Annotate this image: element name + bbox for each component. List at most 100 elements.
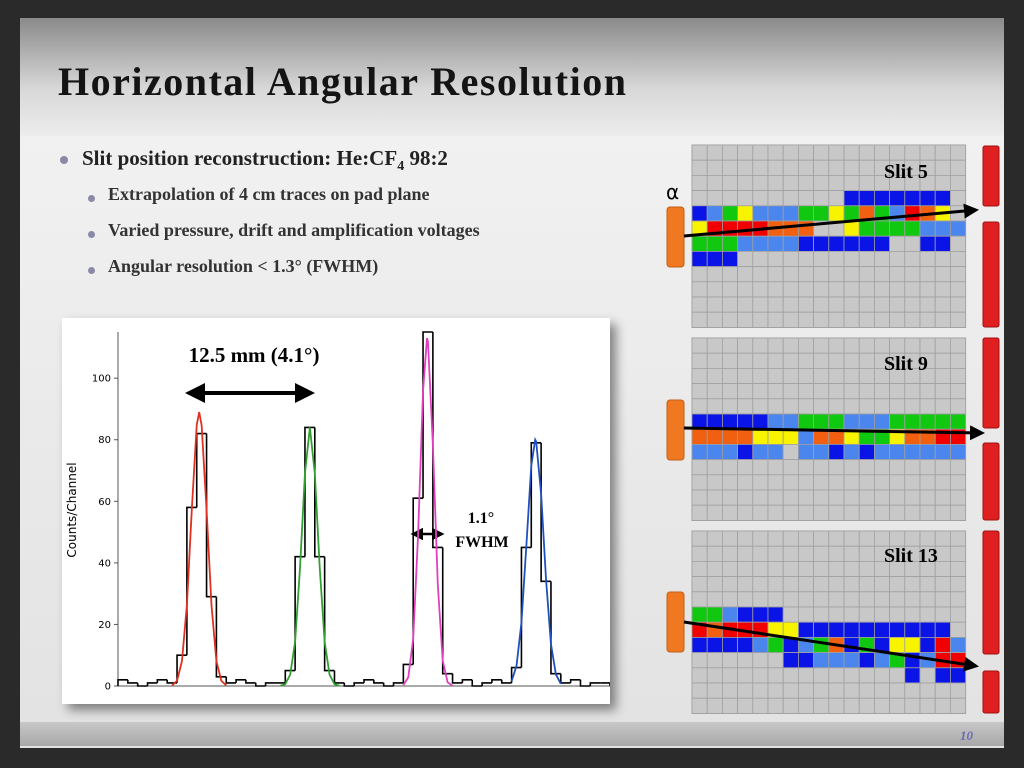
pad <box>813 667 830 684</box>
pad <box>934 367 951 384</box>
pad <box>752 250 769 267</box>
pad <box>874 652 891 669</box>
pad <box>798 561 815 578</box>
pad <box>904 576 921 593</box>
pad <box>691 504 708 521</box>
pad <box>737 576 754 593</box>
pad <box>843 159 860 176</box>
pad <box>691 250 708 267</box>
pad <box>798 205 815 222</box>
pad <box>752 266 769 283</box>
pad <box>706 591 723 608</box>
pad <box>752 667 769 684</box>
pad <box>752 591 769 608</box>
pad <box>950 606 967 623</box>
pad <box>767 413 784 430</box>
pad <box>767 682 784 699</box>
pad <box>737 459 754 476</box>
pad <box>828 337 845 354</box>
pad <box>874 220 891 237</box>
pad <box>706 576 723 593</box>
pad <box>798 296 815 313</box>
pad <box>722 296 739 313</box>
pad <box>934 474 951 491</box>
pad <box>767 530 784 547</box>
chart: 12.5 mm (4.1°) 1.1° FWHM Counts/Channel … <box>62 318 610 704</box>
pad <box>722 281 739 298</box>
pad <box>813 413 830 430</box>
pad <box>843 443 860 460</box>
pad <box>813 489 830 506</box>
pad <box>813 190 830 207</box>
pad <box>752 443 769 460</box>
pad <box>691 398 708 415</box>
histogram-bin <box>500 679 512 684</box>
pad <box>813 311 830 328</box>
pad <box>722 637 739 654</box>
histogram-bin <box>363 679 374 683</box>
pad <box>813 281 830 298</box>
histogram-bin <box>353 682 364 686</box>
pad <box>858 281 875 298</box>
pad <box>737 443 754 460</box>
pad <box>737 504 754 521</box>
pad <box>782 235 799 252</box>
pad <box>691 576 708 593</box>
pad <box>691 561 708 578</box>
pad <box>737 489 754 506</box>
pad <box>950 296 967 313</box>
title: Horizontal Angular Resolution <box>58 59 628 104</box>
pad <box>706 443 723 460</box>
histogram-bin <box>156 679 168 683</box>
pad <box>706 474 723 491</box>
pad <box>950 235 967 252</box>
pad <box>858 352 875 369</box>
pad <box>737 591 754 608</box>
pad <box>752 398 769 415</box>
pad <box>722 398 739 415</box>
pad <box>722 311 739 328</box>
pad <box>889 504 906 521</box>
pad <box>722 474 739 491</box>
pad <box>919 311 936 328</box>
pad <box>858 606 875 623</box>
pad <box>798 174 815 191</box>
pad <box>843 311 860 328</box>
pad <box>813 398 830 415</box>
y-tick-label: 20 <box>98 620 111 631</box>
pad <box>934 489 951 506</box>
pad <box>798 311 815 328</box>
pad <box>843 697 860 714</box>
pad <box>950 413 967 430</box>
pad <box>752 474 769 491</box>
pad <box>950 545 967 562</box>
pad <box>767 281 784 298</box>
pad <box>691 667 708 684</box>
annotation: FWHM <box>455 534 508 551</box>
pad <box>843 296 860 313</box>
pad <box>934 296 951 313</box>
pad <box>752 205 769 222</box>
pad <box>843 383 860 400</box>
pad <box>798 652 815 669</box>
pad <box>919 606 936 623</box>
histogram-bin <box>284 669 296 683</box>
pad <box>813 621 830 638</box>
fit-curve <box>402 337 454 687</box>
pad <box>767 266 784 283</box>
pad <box>950 443 967 460</box>
histogram-bin <box>471 679 483 687</box>
pad <box>813 296 830 313</box>
slit-label: Slit 9 <box>884 353 928 375</box>
pad <box>691 682 708 699</box>
pad <box>782 652 799 669</box>
pad <box>858 250 875 267</box>
track <box>683 620 979 672</box>
pad <box>691 281 708 298</box>
pad <box>722 428 739 445</box>
pad <box>828 174 845 191</box>
fit-curve <box>280 427 340 687</box>
pad <box>722 576 739 593</box>
pad <box>706 281 723 298</box>
pad <box>919 621 936 638</box>
